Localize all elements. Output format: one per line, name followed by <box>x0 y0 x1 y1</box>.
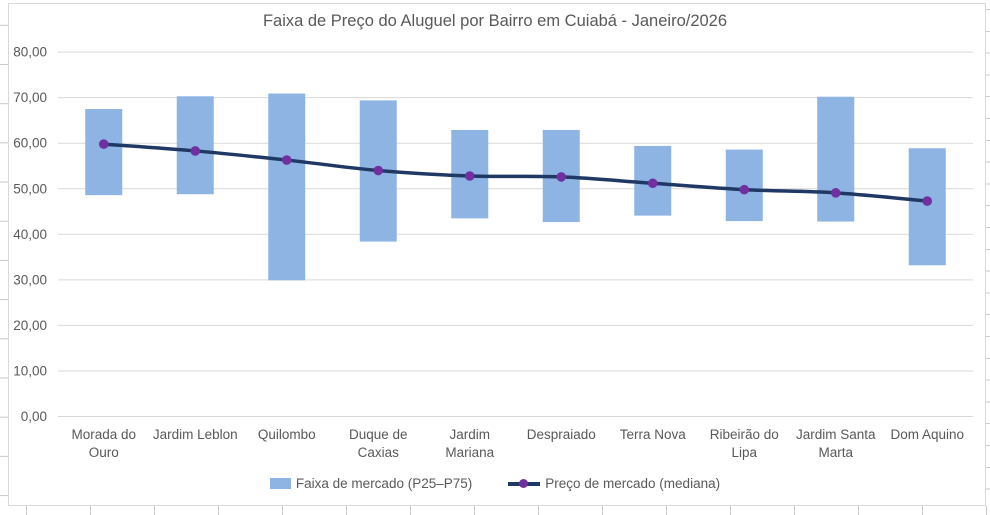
median-point <box>98 139 109 149</box>
y-axis-tick-label: 0,00 <box>21 409 47 424</box>
y-axis-tick-label: 70,00 <box>13 90 47 105</box>
x-axis-labels: Morada do Ouro Jardim Leblon Quilombo Duque… <box>58 426 973 462</box>
x-axis-label: Quilombo <box>257 427 316 442</box>
median-point <box>281 155 292 165</box>
x-axis-label: Ribeirão do Lipa <box>709 427 779 460</box>
range-bar <box>85 109 123 196</box>
median-point <box>556 172 567 182</box>
range-bar <box>268 93 306 281</box>
legend-median-label: Preço de mercado (mediana) <box>545 476 721 491</box>
line-swatch-icon <box>508 478 541 489</box>
legend-item-range: Faixa de mercado (P25–P75) <box>269 476 473 491</box>
median-point <box>373 165 384 176</box>
y-axis-tick-label: 80,00 <box>13 45 47 60</box>
legend-range-label: Faixa de mercado (P25–P75) <box>295 476 473 491</box>
median-point <box>830 188 841 198</box>
legend-item-median: Preço de mercado (mediana) <box>508 476 720 491</box>
range-bar <box>908 148 946 266</box>
spreadsheet-gridline-ticks-right <box>986 0 990 506</box>
range-bar <box>817 96 855 222</box>
y-axis-tick-label: 20,00 <box>13 318 47 333</box>
y-axis-tick-label: 40,00 <box>13 227 47 242</box>
line-swatch-marker <box>519 479 529 488</box>
x-axis-label: Jardim Leblon <box>152 427 238 442</box>
y-axis-tick-label: 60,00 <box>13 136 47 151</box>
y-axis-tick-label: 50,00 <box>13 181 47 196</box>
x-axis-label: Terra Nova <box>619 427 686 442</box>
y-axis-tick-label: 10,00 <box>13 363 47 378</box>
spreadsheet-gridline-ticks-left <box>0 0 8 506</box>
median-point <box>922 196 933 206</box>
bar-swatch-icon <box>269 478 291 489</box>
median-point <box>739 184 750 195</box>
x-axis-label: Jardim Mariana <box>445 427 495 460</box>
chart-frame <box>8 3 986 506</box>
range-bar <box>176 96 214 195</box>
x-axis-label: Despraiado <box>526 427 596 442</box>
median-point <box>464 171 475 181</box>
x-axis-label: Duque de Caxias <box>348 427 408 460</box>
chart-title: Faixa de Preço do Aluguel por Bairro em … <box>262 12 728 30</box>
x-axis-label: Morada do Ouro <box>71 427 137 460</box>
x-axis-label: Dom Aquino <box>890 427 965 442</box>
median-point <box>647 178 658 189</box>
y-axis-tick-label: 30,00 <box>13 272 47 287</box>
median-point <box>190 146 201 156</box>
legend: Faixa de mercado (P25–P75) Preço de merc… <box>0 476 990 491</box>
spreadsheet-gridline-ticks-bottom <box>0 506 990 515</box>
x-axis-label: Jardim Santa Marta <box>795 427 876 460</box>
median-line <box>103 142 928 203</box>
